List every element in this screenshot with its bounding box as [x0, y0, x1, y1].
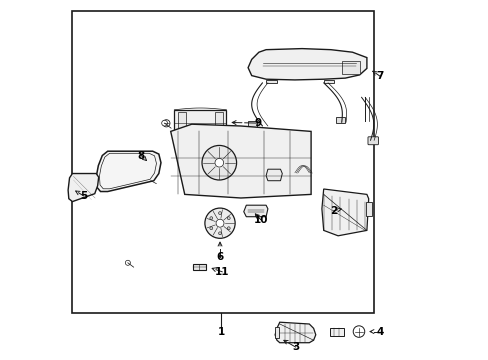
Polygon shape — [170, 124, 310, 198]
Circle shape — [227, 227, 230, 230]
Polygon shape — [68, 174, 99, 202]
Circle shape — [218, 212, 221, 215]
Polygon shape — [321, 189, 368, 236]
Polygon shape — [96, 151, 161, 192]
Circle shape — [202, 145, 236, 180]
Text: 1: 1 — [217, 327, 224, 337]
Polygon shape — [265, 169, 282, 181]
Bar — [72, 11, 373, 313]
Bar — [174, 110, 226, 137]
Polygon shape — [323, 80, 334, 83]
Polygon shape — [193, 264, 205, 270]
FancyBboxPatch shape — [367, 137, 378, 145]
Text: 2: 2 — [329, 206, 337, 216]
Bar — [247, 121, 257, 128]
Circle shape — [352, 326, 364, 337]
Text: 8: 8 — [137, 150, 144, 161]
Circle shape — [227, 217, 230, 220]
Bar — [341, 61, 359, 74]
Text: 11: 11 — [215, 267, 229, 277]
Circle shape — [125, 260, 130, 265]
Bar — [275, 327, 279, 338]
Circle shape — [162, 120, 167, 126]
Text: 5: 5 — [80, 191, 87, 201]
Polygon shape — [244, 205, 267, 217]
Text: 3: 3 — [291, 342, 299, 352]
Bar — [178, 112, 185, 135]
Circle shape — [209, 217, 212, 220]
Circle shape — [215, 158, 223, 167]
Circle shape — [204, 208, 235, 238]
Text: 10: 10 — [253, 215, 267, 225]
Bar — [215, 112, 223, 135]
Bar — [336, 117, 345, 123]
Polygon shape — [247, 49, 366, 80]
Polygon shape — [265, 80, 276, 83]
Circle shape — [163, 120, 170, 127]
Bar — [329, 328, 343, 336]
Polygon shape — [275, 322, 315, 343]
Circle shape — [218, 232, 221, 235]
Bar — [366, 202, 371, 216]
Text: 4: 4 — [376, 327, 384, 337]
Circle shape — [216, 219, 224, 227]
Text: 6: 6 — [216, 252, 223, 262]
Text: 7: 7 — [376, 71, 383, 81]
Circle shape — [209, 227, 212, 230]
Text: 9: 9 — [254, 118, 261, 128]
